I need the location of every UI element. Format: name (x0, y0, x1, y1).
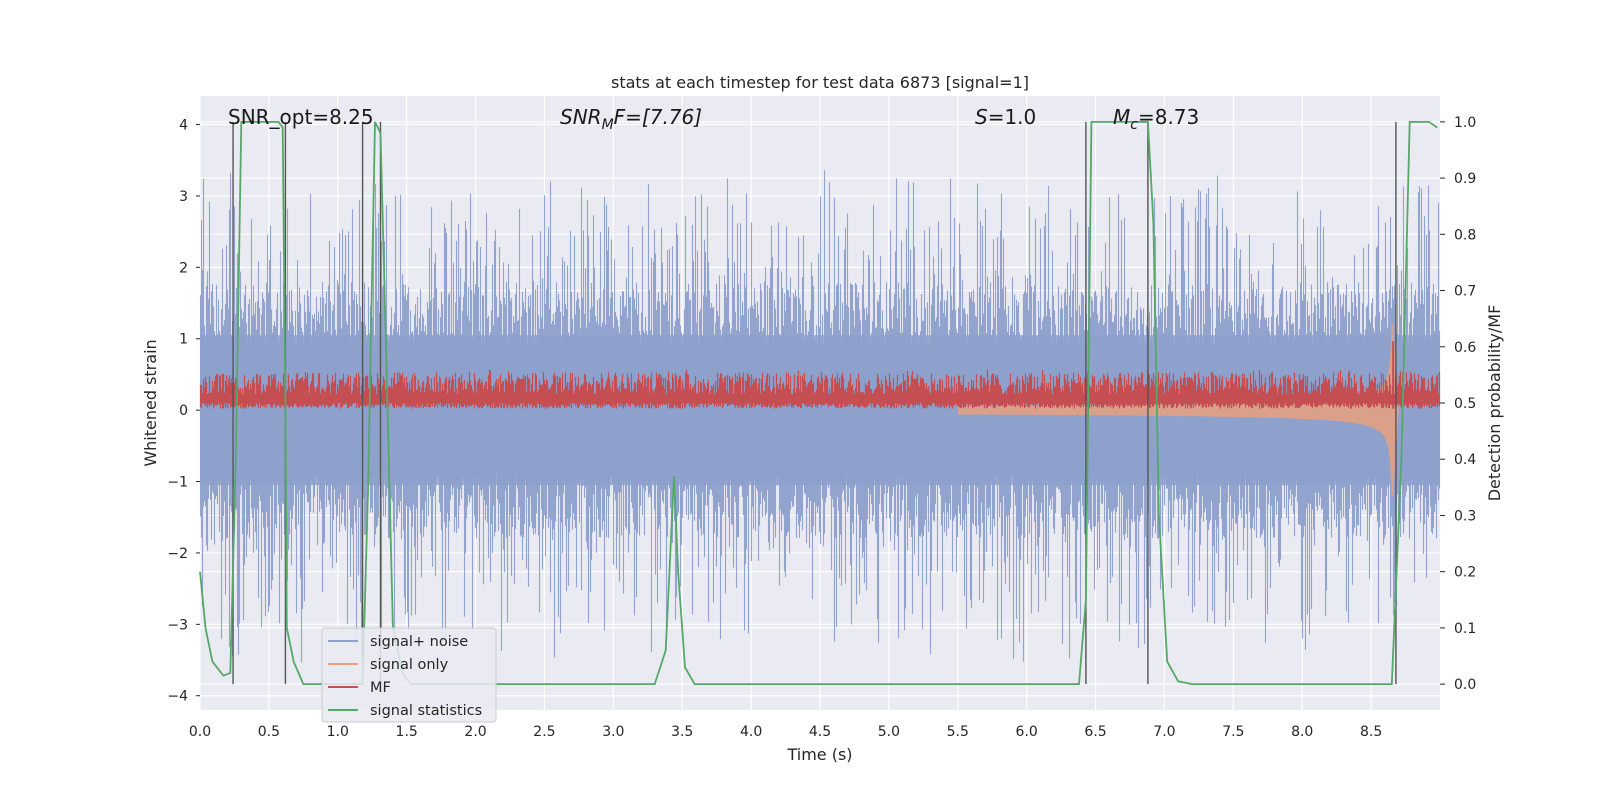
y-left-tick-label: −1 (167, 475, 188, 491)
y-right-tick-label: 0.6 (1454, 340, 1476, 356)
x-tick-label: 1.0 (327, 724, 349, 740)
annotation-mc: Mc=8.73 (1113, 105, 1199, 133)
x-tick-label: 4.0 (740, 724, 762, 740)
y-left-tick-label: −2 (167, 546, 188, 562)
x-tick-label: 5.0 (878, 724, 900, 740)
annotation-s: S=1.0 (975, 105, 1036, 129)
x-tick-label: 4.5 (809, 724, 831, 740)
legend-label: signal+ noise (370, 634, 468, 650)
y-right-tick-label: 0.5 (1454, 396, 1476, 412)
y-right-tick-labels: 1.0 0.9 0.8 0.7 0.6 0.5 0.4 0.3 0.2 0.1 0.0 (1440, 115, 1476, 693)
y-right-tick-label: 0.4 (1454, 452, 1476, 468)
y-right-tick-label: 1.0 (1454, 115, 1476, 131)
y-right-tick-label: 0.3 (1454, 508, 1476, 524)
y-left-tick-labels: 4 3 2 1 0 −1 −2 −3 −4 (167, 118, 200, 705)
y-left-tick-label: −3 (167, 617, 188, 633)
annotation-snr-mf: SNRMF=[7.76] (560, 105, 702, 133)
signal-statistics-series (199, 121, 1438, 685)
x-tick-label: 7.5 (1222, 724, 1244, 740)
x-tick-label: 6.5 (1084, 724, 1106, 740)
mf-line (199, 369, 1441, 409)
y-left-tick-label: 2 (179, 260, 188, 276)
x-tick-label: 0.5 (258, 724, 280, 740)
legend-label: MF (370, 680, 391, 696)
x-tick-labels: 0.0 0.5 1.0 1.5 2.0 2.5 3.0 3.5 4.0 4.5 5.0 5.5 6.0 6… (189, 724, 1382, 740)
x-tick-label: 3.5 (671, 724, 693, 740)
y-left-tick-label: 4 (179, 118, 188, 134)
y-right-axis-label: Detection probability/MF (1485, 305, 1504, 502)
x-axis-label: Time (s) (786, 745, 852, 764)
chart-title: stats at each timestep for test data 687… (611, 73, 1029, 92)
signal-only-series (957, 323, 1399, 497)
x-tick-label: 7.0 (1153, 724, 1175, 740)
x-tick-label: 1.5 (396, 724, 418, 740)
annotation-snr-opt: SNR_opt=8.25 (228, 105, 374, 129)
signal-only-envelope (957, 323, 1399, 497)
y-right-tick-label: 0.7 (1454, 284, 1476, 300)
legend: signal+ noise signal only MF signal statist… (321, 627, 497, 723)
y-right-tick-label: 0.9 (1454, 171, 1476, 187)
y-right-tick-label: 0.0 (1454, 677, 1476, 693)
y-left-axis-label: Whitened strain (141, 339, 160, 466)
y-left-tick-label: 3 (179, 189, 188, 205)
y-right-tick-label: 0.2 (1454, 565, 1476, 581)
y-right-tick-label: 0.8 (1454, 227, 1476, 243)
mf-series (199, 341, 1441, 409)
y-left-tick-label: 0 (179, 403, 188, 419)
y-left-tick-label: −4 (167, 689, 188, 705)
signal-statistics-line (199, 121, 1438, 685)
legend-label: signal statistics (370, 703, 482, 719)
x-tick-label: 2.0 (464, 724, 486, 740)
x-tick-label: 8.0 (1291, 724, 1313, 740)
x-tick-label: 6.0 (1016, 724, 1038, 740)
x-tick-label: 3.0 (602, 724, 624, 740)
y-right-tick-label: 0.1 (1454, 621, 1476, 637)
legend-box (321, 627, 497, 723)
x-tick-label: 8.5 (1360, 724, 1382, 740)
y-left-tick-label: 1 (179, 332, 188, 348)
x-tick-label: 2.5 (533, 724, 555, 740)
x-tick-label: 0.0 (189, 724, 211, 740)
legend-label: signal only (370, 657, 449, 673)
x-tick-label: 5.5 (947, 724, 969, 740)
